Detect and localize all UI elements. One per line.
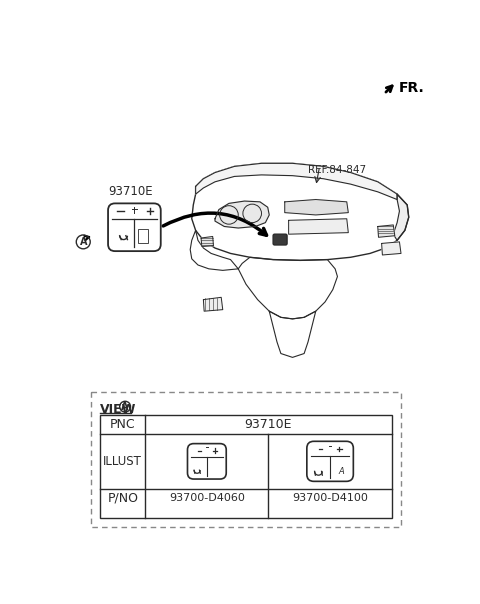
Text: A: A	[121, 402, 129, 412]
Polygon shape	[285, 199, 348, 215]
Text: A: A	[80, 237, 87, 247]
Polygon shape	[288, 219, 348, 234]
Polygon shape	[201, 237, 214, 246]
Bar	[137, 229, 148, 243]
Polygon shape	[378, 225, 395, 237]
Polygon shape	[238, 257, 337, 319]
Polygon shape	[204, 297, 223, 311]
Polygon shape	[269, 311, 316, 358]
Text: 93700-D4060: 93700-D4060	[169, 493, 245, 503]
Text: 93710E: 93710E	[245, 418, 292, 431]
Text: VIEW: VIEW	[100, 403, 137, 416]
Text: ILLUST: ILLUST	[103, 455, 142, 468]
Text: PNC: PNC	[110, 418, 135, 431]
FancyBboxPatch shape	[108, 204, 161, 251]
FancyBboxPatch shape	[188, 443, 226, 479]
Bar	[100, 415, 392, 518]
Polygon shape	[190, 230, 238, 271]
Polygon shape	[393, 194, 409, 240]
Text: A: A	[339, 467, 345, 476]
Text: FR.: FR.	[399, 81, 424, 95]
Polygon shape	[192, 163, 409, 260]
FancyBboxPatch shape	[273, 234, 287, 245]
Polygon shape	[382, 242, 401, 255]
FancyBboxPatch shape	[307, 442, 353, 481]
FancyBboxPatch shape	[91, 392, 401, 527]
Text: 93700-D4100: 93700-D4100	[292, 493, 368, 503]
Polygon shape	[196, 163, 397, 199]
Polygon shape	[215, 201, 269, 228]
Text: 93710E: 93710E	[108, 185, 153, 198]
Text: P/NO: P/NO	[107, 492, 138, 505]
Text: REF.84-847: REF.84-847	[308, 165, 366, 175]
